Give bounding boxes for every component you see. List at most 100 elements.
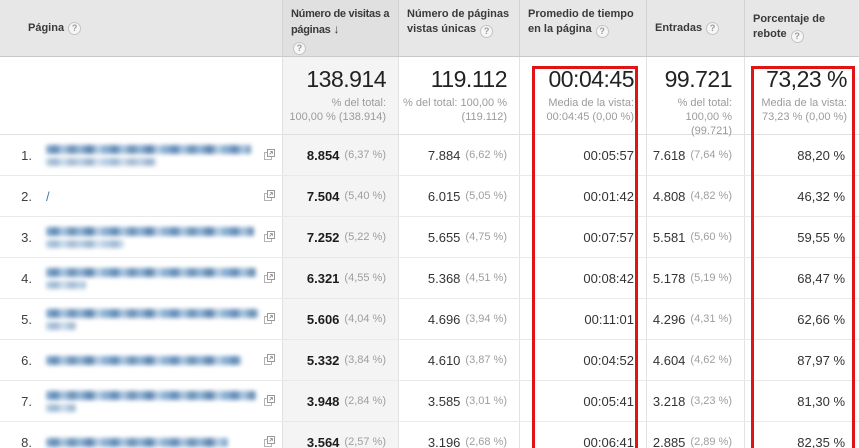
unique-pageviews-cell-value: 4.610 — [427, 352, 461, 368]
page-link-redacted[interactable] — [46, 144, 251, 154]
summary-row: 138.914 % del total: 100,00 % (138.914) 1… — [0, 57, 859, 138]
help-icon[interactable]: ? — [595, 25, 609, 38]
entrances-cell-value: 2.885 — [652, 434, 686, 448]
open-in-new-icon[interactable] — [263, 353, 276, 366]
page-cell: 4. — [0, 258, 283, 298]
column-header-pageviews[interactable]: Número de visitas a páginas ↓ ? — [283, 0, 399, 56]
unique-pageviews-cell-percent: (4,51 %) — [465, 272, 507, 284]
avg-time-cell-value: 00:04:52 — [583, 352, 634, 368]
summary-avg-time-subtext: Media de la vista: 00:04:45 (0,00 %) — [524, 96, 634, 124]
open-in-new-icon[interactable] — [263, 189, 276, 202]
summary-unique-pageviews: 119.112 % del total: 100,00 % (119.112) — [399, 57, 520, 134]
summary-subtext-line: 00:04:45 (0,00 %) — [546, 111, 634, 123]
pageviews-cell-percent: (4,04 %) — [344, 313, 386, 325]
help-icon[interactable]: ? — [68, 21, 82, 35]
open-in-new-icon[interactable] — [263, 394, 276, 407]
column-header-pageviews-text: Número de visitas a páginas — [291, 8, 390, 36]
page-link-redacted-line2 — [46, 321, 76, 330]
entrances-cell-value: 5.178 — [652, 270, 686, 286]
page-cell: 6. — [0, 340, 283, 380]
help-icon[interactable]: ? — [293, 42, 306, 55]
summary-subtext-line: % del total: — [677, 97, 732, 109]
page-name — [46, 390, 256, 412]
pageviews-cell: 5.332 (3,84 %) — [283, 340, 399, 380]
unique-pageviews-cell-percent: (3,01 %) — [465, 395, 507, 407]
column-header-entrances[interactable]: Entradas ? — [647, 0, 745, 56]
open-in-new-icon[interactable] — [263, 312, 276, 325]
entrances-cell-percent: (5,60 %) — [690, 231, 732, 243]
sort-desc-icon[interactable]: ↓ — [333, 22, 340, 36]
table-row: 3. 7.252 (5,22 %) 5.655 (4,75 %) 00:07:57 5.58… — [0, 217, 859, 258]
unique-pageviews-cell: 4.610 (3,87 %) — [399, 340, 520, 380]
avg-time-cell: 00:05:57 — [520, 135, 647, 175]
page-link[interactable]: / — [46, 188, 50, 204]
summary-subtext-line: 100,00 % (99.721) — [685, 111, 732, 137]
avg-time-cell: 00:05:41 — [520, 381, 647, 421]
summary-entrances-subtext: % del total: 100,00 % (99.721) — [651, 96, 732, 138]
table-body: 1. 8.854 (6,37 %) 7.884 (6,62 %) 00:05:57 7.61… — [0, 135, 859, 448]
entrances-cell-percent: (2,89 %) — [690, 436, 732, 448]
column-header-entrances-label: Entradas — [655, 21, 703, 34]
page-link-redacted[interactable] — [46, 390, 256, 400]
page-link-redacted[interactable] — [46, 437, 228, 447]
page-cell: 2. / — [0, 176, 283, 216]
pageviews-cell: 5.606 (4,04 %) — [283, 299, 399, 339]
entrances-cell: 2.885 (2,89 %) — [647, 422, 745, 448]
pageviews-cell-percent: (5,40 %) — [344, 190, 386, 202]
column-header-bounce-rate[interactable]: Porcentaje de rebote? — [745, 0, 859, 56]
bounce-rate-cell: 81,30 % — [745, 381, 859, 421]
page-name — [46, 144, 251, 166]
summary-subtext-line: 73,23 % (0,00 %) — [762, 111, 847, 123]
bounce-rate-cell: 62,66 % — [745, 299, 859, 339]
unique-pageviews-cell-percent: (6,62 %) — [465, 149, 507, 161]
bounce-rate-cell-value: 68,47 % — [797, 270, 845, 286]
pageviews-cell-percent: (2,84 %) — [344, 395, 386, 407]
unique-pageviews-cell: 3.196 (2,68 %) — [399, 422, 520, 448]
page-cell: 8. — [0, 422, 283, 448]
unique-pageviews-cell: 4.696 (3,94 %) — [399, 299, 520, 339]
column-header-unique-pageviews[interactable]: Número de páginas vistas únicas? — [399, 0, 520, 56]
table-row: 8. 3.564 (2,57 %) 3.196 (2,68 %) 00:06:41 2.88… — [0, 422, 859, 448]
help-icon[interactable]: ? — [790, 30, 804, 43]
column-header-avg-time-text: Promedio de tiempo en la página — [528, 8, 634, 35]
unique-pageviews-cell-value: 3.585 — [427, 393, 461, 409]
bounce-rate-cell: 87,97 % — [745, 340, 859, 380]
column-header-avg-time[interactable]: Promedio de tiempo en la página? — [520, 0, 647, 56]
page-name: / — [46, 189, 50, 204]
page-link-redacted[interactable] — [46, 308, 258, 318]
open-in-new-icon[interactable] — [263, 230, 276, 243]
table-row: 6. 5.332 (3,84 %) 4.610 (3,87 %) 00:04:52 4.60… — [0, 340, 859, 381]
column-header-avg-time-label: Promedio de tiempo en la página? — [528, 7, 638, 38]
summary-bounce-rate-value: 73,23 % — [766, 66, 847, 92]
pageviews-cell-percent: (5,22 %) — [344, 231, 386, 243]
bounce-rate-cell-value: 88,20 % — [797, 147, 845, 163]
row-rank: 1. — [21, 147, 32, 163]
pageviews-cell-value: 3.564 — [306, 434, 340, 448]
entrances-cell-percent: (7,64 %) — [690, 149, 732, 161]
page-link-redacted[interactable] — [46, 355, 241, 365]
row-rank: 4. — [21, 270, 32, 286]
page-link-redacted[interactable] — [46, 226, 254, 236]
pageviews-cell: 6.321 (4,55 %) — [283, 258, 399, 298]
help-icon[interactable]: ? — [480, 25, 494, 38]
entrances-cell-percent: (4,62 %) — [690, 354, 732, 366]
help-icon[interactable]: ? — [706, 21, 720, 35]
pageviews-cell-value: 5.332 — [306, 352, 340, 368]
entrances-cell-percent: (5,19 %) — [690, 272, 732, 284]
pageviews-cell-percent: (2,57 %) — [344, 436, 386, 448]
column-header-page[interactable]: Página ? — [0, 0, 283, 56]
entrances-cell-value: 7.618 — [652, 147, 686, 163]
page-name — [46, 267, 256, 289]
bounce-rate-cell-value: 46,32 % — [797, 188, 845, 204]
page-link-redacted-line2 — [46, 239, 124, 248]
avg-time-cell-value: 00:08:42 — [583, 270, 634, 286]
open-in-new-icon[interactable] — [263, 435, 276, 448]
open-in-new-icon[interactable] — [263, 148, 276, 161]
avg-time-cell: 00:01:42 — [520, 176, 647, 216]
avg-time-cell: 00:07:57 — [520, 217, 647, 257]
bounce-rate-cell-value: 81,30 % — [797, 393, 845, 409]
open-in-new-icon[interactable] — [263, 271, 276, 284]
pageviews-cell-value: 8.854 — [306, 147, 340, 163]
page-link-redacted[interactable] — [46, 267, 256, 277]
page-cell: 7. — [0, 381, 283, 421]
